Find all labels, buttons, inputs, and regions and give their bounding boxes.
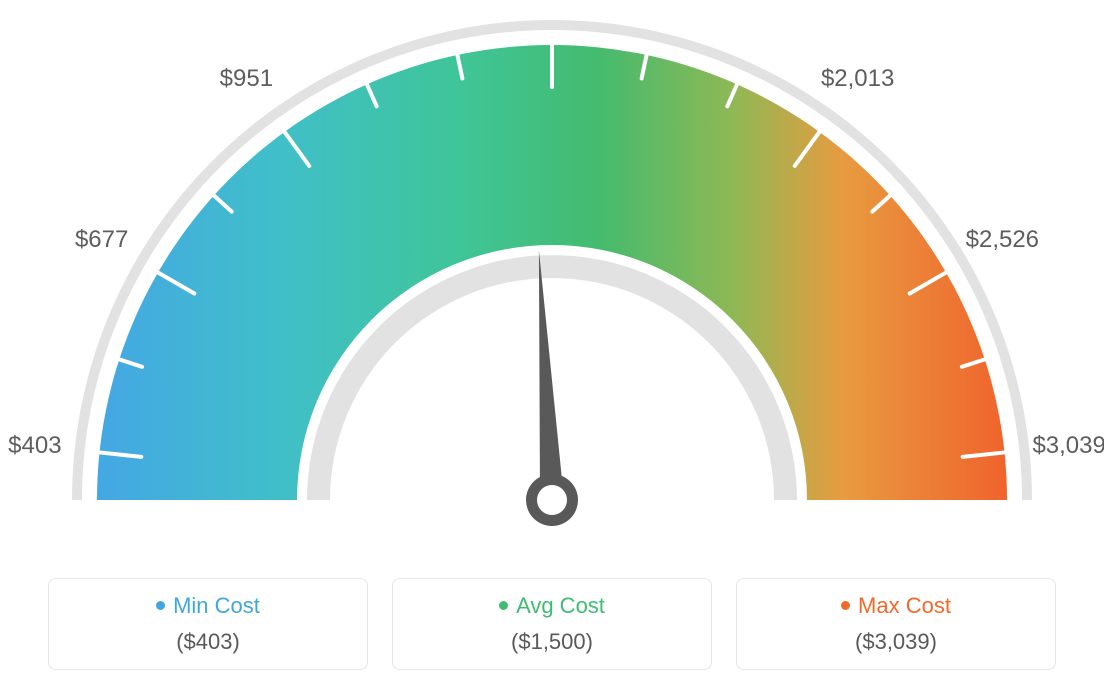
legend-title-label: Avg Cost — [516, 593, 605, 618]
dot-icon — [499, 601, 508, 610]
legend-row: Min Cost ($403) Avg Cost ($1,500) Max Co… — [0, 578, 1104, 670]
gauge-svg — [0, 0, 1104, 560]
legend-title-max: Max Cost — [737, 593, 1055, 619]
legend-card-avg: Avg Cost ($1,500) — [392, 578, 712, 670]
gauge-tick-label: $677 — [75, 226, 128, 254]
legend-card-max: Max Cost ($3,039) — [736, 578, 1056, 670]
legend-card-min: Min Cost ($403) — [48, 578, 368, 670]
dot-icon — [156, 601, 165, 610]
legend-value-min: ($403) — [49, 629, 367, 655]
legend-title-min: Min Cost — [49, 593, 367, 619]
gauge-tick-label: $3,039 — [1032, 432, 1104, 460]
gauge-tick-label: $2,013 — [821, 65, 894, 93]
chart-container: $403$677$951$1,500$2,013$2,526$3,039 Min… — [0, 0, 1104, 690]
gauge-tick-label: $403 — [8, 432, 61, 460]
gauge-tick-label: $2,526 — [966, 226, 1039, 254]
legend-title-label: Max Cost — [858, 593, 951, 618]
gauge-tick-label: $951 — [220, 65, 273, 93]
legend-title-label: Min Cost — [173, 593, 260, 618]
gauge: $403$677$951$1,500$2,013$2,526$3,039 — [0, 0, 1104, 560]
dot-icon — [841, 601, 850, 610]
legend-value-avg: ($1,500) — [393, 629, 711, 655]
legend-title-avg: Avg Cost — [393, 593, 711, 619]
legend-value-max: ($3,039) — [737, 629, 1055, 655]
